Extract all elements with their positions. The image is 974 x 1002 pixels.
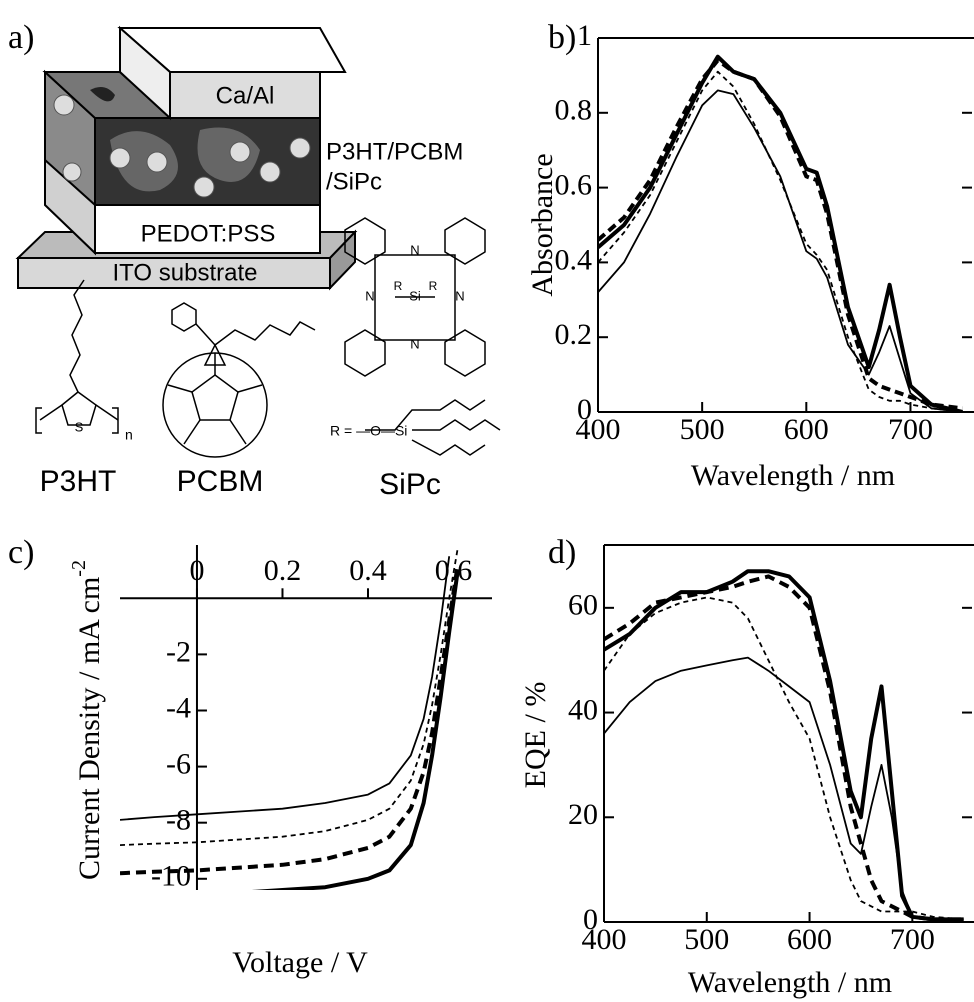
x-tick-label: 400 bbox=[576, 413, 621, 446]
pedot-label: PEDOT:PSS bbox=[141, 220, 276, 247]
x-tick-label: 0.4 bbox=[349, 554, 387, 587]
series-line bbox=[251, 569, 460, 890]
series-line bbox=[120, 547, 459, 846]
x-tick-label: 600 bbox=[787, 923, 832, 956]
series-line bbox=[604, 574, 964, 922]
active-label: P3HT/PCBM bbox=[326, 138, 463, 165]
substituent-label: R = —O—Si bbox=[330, 423, 407, 439]
y-tick-label: 0.8 bbox=[555, 94, 593, 127]
series-line bbox=[598, 54, 963, 412]
series-line bbox=[598, 70, 963, 412]
side-pedot bbox=[44, 157, 96, 256]
y-tick-label: -10 bbox=[151, 860, 191, 893]
y-axis-label-sup: -2 bbox=[68, 560, 90, 577]
y-tick-label: 0 bbox=[577, 393, 592, 426]
y-tick-label: 0.6 bbox=[555, 168, 593, 201]
y-tick-label: 0.4 bbox=[555, 243, 593, 276]
y-tick-label: -8 bbox=[166, 804, 191, 837]
atom-label: R bbox=[394, 279, 403, 293]
atom-label: N bbox=[410, 336, 419, 351]
atom-label: N bbox=[455, 288, 464, 303]
x-tick-label: 400 bbox=[582, 923, 627, 956]
atom-label: S bbox=[75, 419, 84, 434]
panel-label: d) bbox=[548, 534, 576, 571]
y-tick-label: 0 bbox=[583, 903, 598, 936]
y-axis-label: Absorbance bbox=[526, 153, 559, 296]
molecule-label: P3HT bbox=[40, 465, 117, 498]
x-tick-label: 500 bbox=[684, 923, 729, 956]
x-axis-label: Wavelength / nm bbox=[688, 966, 892, 999]
y-tick-label: 60 bbox=[568, 589, 598, 622]
y-tick-label: 40 bbox=[568, 693, 598, 726]
active-label: /SiPc bbox=[326, 168, 382, 195]
series-line bbox=[604, 596, 964, 921]
pcbm-structure bbox=[162, 302, 316, 458]
x-tick-label: 0 bbox=[189, 554, 204, 587]
molecule-label: PCBM bbox=[177, 465, 264, 498]
y-tick-label: -2 bbox=[166, 635, 191, 668]
series-line bbox=[604, 569, 964, 922]
chart-panel: b) Wavelength / nm Absorbance 400 500 600 700 0… bbox=[526, 19, 974, 492]
ca-al-label: Ca/Al bbox=[216, 82, 275, 109]
y-tick-label: -4 bbox=[166, 691, 191, 724]
y-axis-label-text: Current Density / mA cm bbox=[73, 577, 106, 880]
y-tick-label: 0.2 bbox=[555, 318, 593, 351]
atom-label: N bbox=[410, 242, 419, 257]
series-line bbox=[598, 89, 963, 412]
device-diagram: a) ITO substrate PEDOT:PSS Ca/Al P3HT/PC… bbox=[8, 19, 501, 501]
atom-label: Si bbox=[409, 288, 421, 303]
top-domain bbox=[90, 86, 115, 102]
x-tick-label: 500 bbox=[680, 413, 725, 446]
ito-side bbox=[329, 229, 356, 291]
series-line bbox=[120, 556, 451, 821]
panel-label: b) bbox=[548, 19, 576, 56]
pcbm-domains bbox=[53, 94, 311, 198]
y-axis-label: EQE / % bbox=[519, 682, 552, 789]
ito-label: ITO substrate bbox=[113, 259, 258, 286]
molecule-label: SiPc bbox=[379, 468, 441, 501]
y-tick-label: -6 bbox=[166, 747, 191, 780]
x-tick-label: 600 bbox=[784, 413, 829, 446]
atom-label: N bbox=[365, 288, 374, 303]
subscript: n bbox=[125, 427, 133, 443]
y-tick-label: 20 bbox=[568, 798, 598, 831]
sipc-structure bbox=[344, 217, 501, 456]
y-tick-label: 1 bbox=[577, 19, 592, 52]
panel-label: a) bbox=[8, 19, 34, 56]
chart-panel: d) Wavelength / nm EQE / % 400 500 600 700 0 20 4… bbox=[519, 534, 974, 999]
x-axis-label: Wavelength / nm bbox=[691, 459, 895, 492]
p3ht-structure bbox=[35, 279, 119, 434]
x-tick-label: 0.2 bbox=[264, 554, 302, 587]
x-axis-label: Voltage / V bbox=[232, 946, 368, 979]
atom-label: R bbox=[429, 279, 438, 293]
series-line bbox=[598, 58, 963, 411]
series-line bbox=[120, 564, 460, 876]
series-line bbox=[604, 656, 964, 921]
x-tick-label: 700 bbox=[890, 923, 935, 956]
panel-label: c) bbox=[8, 534, 34, 571]
ca-al-front bbox=[169, 71, 321, 119]
y-axis-label: Current Density / mA cm-2 bbox=[68, 560, 106, 880]
active-domain bbox=[110, 127, 260, 192]
x-tick-label: 700 bbox=[888, 413, 933, 446]
